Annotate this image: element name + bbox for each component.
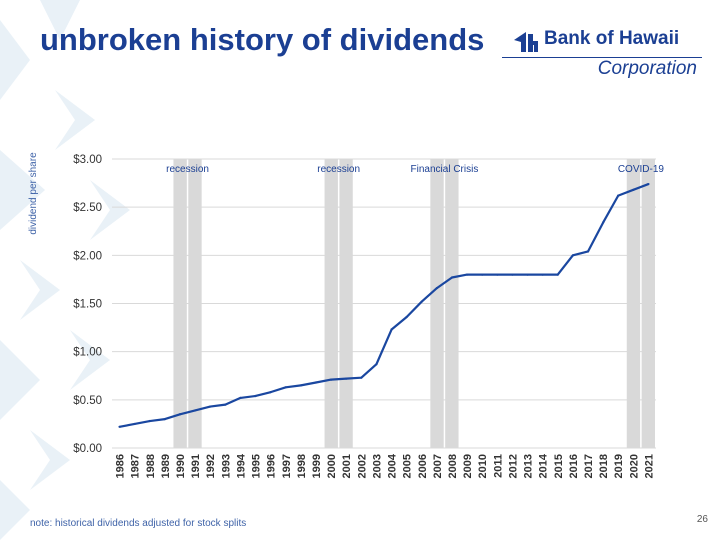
x-tick-label: 2018 (598, 454, 610, 478)
x-tick-label: 2003 (371, 454, 383, 478)
footnote: note: historical dividends adjusted for … (30, 518, 247, 529)
x-tick-label: 1988 (145, 454, 157, 478)
shaded-period-label: recession (166, 164, 209, 175)
dividend-data-point (632, 188, 635, 191)
dividend-data-point (254, 394, 257, 398)
x-tick-label: 1987 (130, 454, 142, 478)
dividend-data-point (224, 403, 227, 406)
dividend-data-point (330, 378, 333, 381)
dividend-data-point (284, 386, 287, 389)
x-tick-label: 2012 (507, 454, 519, 478)
dividend-data-point (541, 273, 544, 276)
x-tick-label: 1990 (175, 454, 187, 478)
dividend-data-point (133, 422, 136, 426)
x-tick-label: 2015 (553, 454, 565, 478)
dividend-data-point (178, 413, 182, 416)
dividend-data-point (239, 396, 242, 400)
dividend-data-point (194, 409, 197, 412)
dividend-data-point (481, 273, 484, 276)
x-tick-label: 2020 (628, 454, 640, 478)
x-tick-label: 1997 (281, 454, 293, 478)
x-tick-label: 1992 (205, 454, 217, 478)
dividend-data-point (571, 254, 574, 257)
x-tick-label: 2002 (356, 454, 368, 478)
dividend-data-point (163, 418, 166, 421)
dividend-data-point (375, 363, 378, 366)
y-tick-label: $3.00 (73, 154, 102, 166)
x-tick-label: 2006 (417, 454, 429, 478)
dividend-data-point (586, 250, 590, 253)
x-tick-label: 2009 (462, 454, 474, 478)
x-tick-label: 1994 (235, 453, 247, 478)
x-tick-label: 2014 (538, 453, 550, 478)
y-tick-label: $1.00 (73, 347, 102, 359)
dividend-data-point (435, 286, 438, 290)
x-tick-label: 2001 (341, 454, 353, 478)
dividend-data-point (526, 273, 529, 276)
dividend-data-point (345, 377, 348, 380)
dividend-data-point (466, 273, 469, 276)
decorative-star-pattern (0, 0, 130, 540)
dividend-data-point (405, 315, 408, 319)
x-tick-label: 2005 (402, 454, 414, 478)
x-tick-label: 1993 (220, 454, 232, 478)
shaded-period-label: recession (317, 164, 360, 175)
x-tick-label: 2004 (387, 453, 399, 478)
x-tick-label: 2021 (643, 454, 655, 478)
y-tick-label: $0.00 (73, 443, 102, 455)
dividend-data-point (148, 419, 151, 423)
x-tick-label: 2007 (432, 454, 444, 478)
shaded-period-label: COVID-19 (618, 164, 665, 175)
page-number: 26 (696, 514, 708, 525)
bank-logo-icon (514, 32, 538, 52)
x-tick-label: 1999 (311, 454, 323, 478)
dividend-data-point (360, 376, 363, 379)
dividend-data-point (496, 273, 499, 276)
dividend-data-point (209, 405, 212, 408)
x-tick-label: 1989 (160, 454, 172, 478)
shaded-period-label: Financial Crisis (411, 164, 479, 175)
x-tick-label: 1986 (115, 454, 127, 478)
dividend-data-point (617, 194, 620, 197)
dividend-data-point (556, 273, 559, 276)
dividend-data-point (602, 221, 605, 224)
dividend-data-point (420, 300, 423, 303)
x-tick-label: 1995 (251, 454, 263, 478)
x-tick-label: 2010 (477, 454, 489, 478)
x-tick-label: 1996 (266, 454, 278, 478)
bank-logo: Bank of Hawaii Corporation (500, 22, 705, 84)
x-tick-label: 2016 (568, 454, 580, 478)
dividend-data-point (390, 328, 393, 331)
y-tick-label: $2.50 (73, 202, 102, 214)
dividend-data-point (647, 182, 650, 186)
y-tick-label: $2.00 (73, 250, 102, 262)
x-tick-label: 2013 (523, 454, 535, 478)
y-tick-label: $0.50 (73, 395, 102, 407)
bank-logo-subtitle: Corporation (597, 58, 697, 79)
y-tick-label: $1.50 (73, 299, 102, 311)
dividend-data-point (269, 391, 272, 394)
x-tick-label: 2017 (583, 454, 595, 478)
slide-title: unbroken history of dividends (40, 22, 485, 57)
x-tick-label: 2019 (613, 454, 625, 478)
dividend-data-point (299, 384, 302, 387)
dividend-data-point (450, 276, 454, 279)
x-tick-label: 1991 (190, 454, 202, 478)
x-tick-label: 2008 (447, 454, 459, 478)
x-tick-label: 1998 (296, 454, 308, 478)
y-axis-label: dividend per share (28, 152, 39, 235)
dividend-data-point (314, 381, 318, 384)
logo-divider (502, 57, 702, 58)
x-tick-label: 2011 (492, 454, 504, 478)
dividend-data-point (118, 425, 121, 428)
dividend-series-line (119, 183, 649, 428)
bank-logo-name: Bank of Hawaii (544, 28, 680, 49)
x-tick-label: 2000 (326, 454, 338, 478)
dividend-data-point (511, 273, 514, 276)
